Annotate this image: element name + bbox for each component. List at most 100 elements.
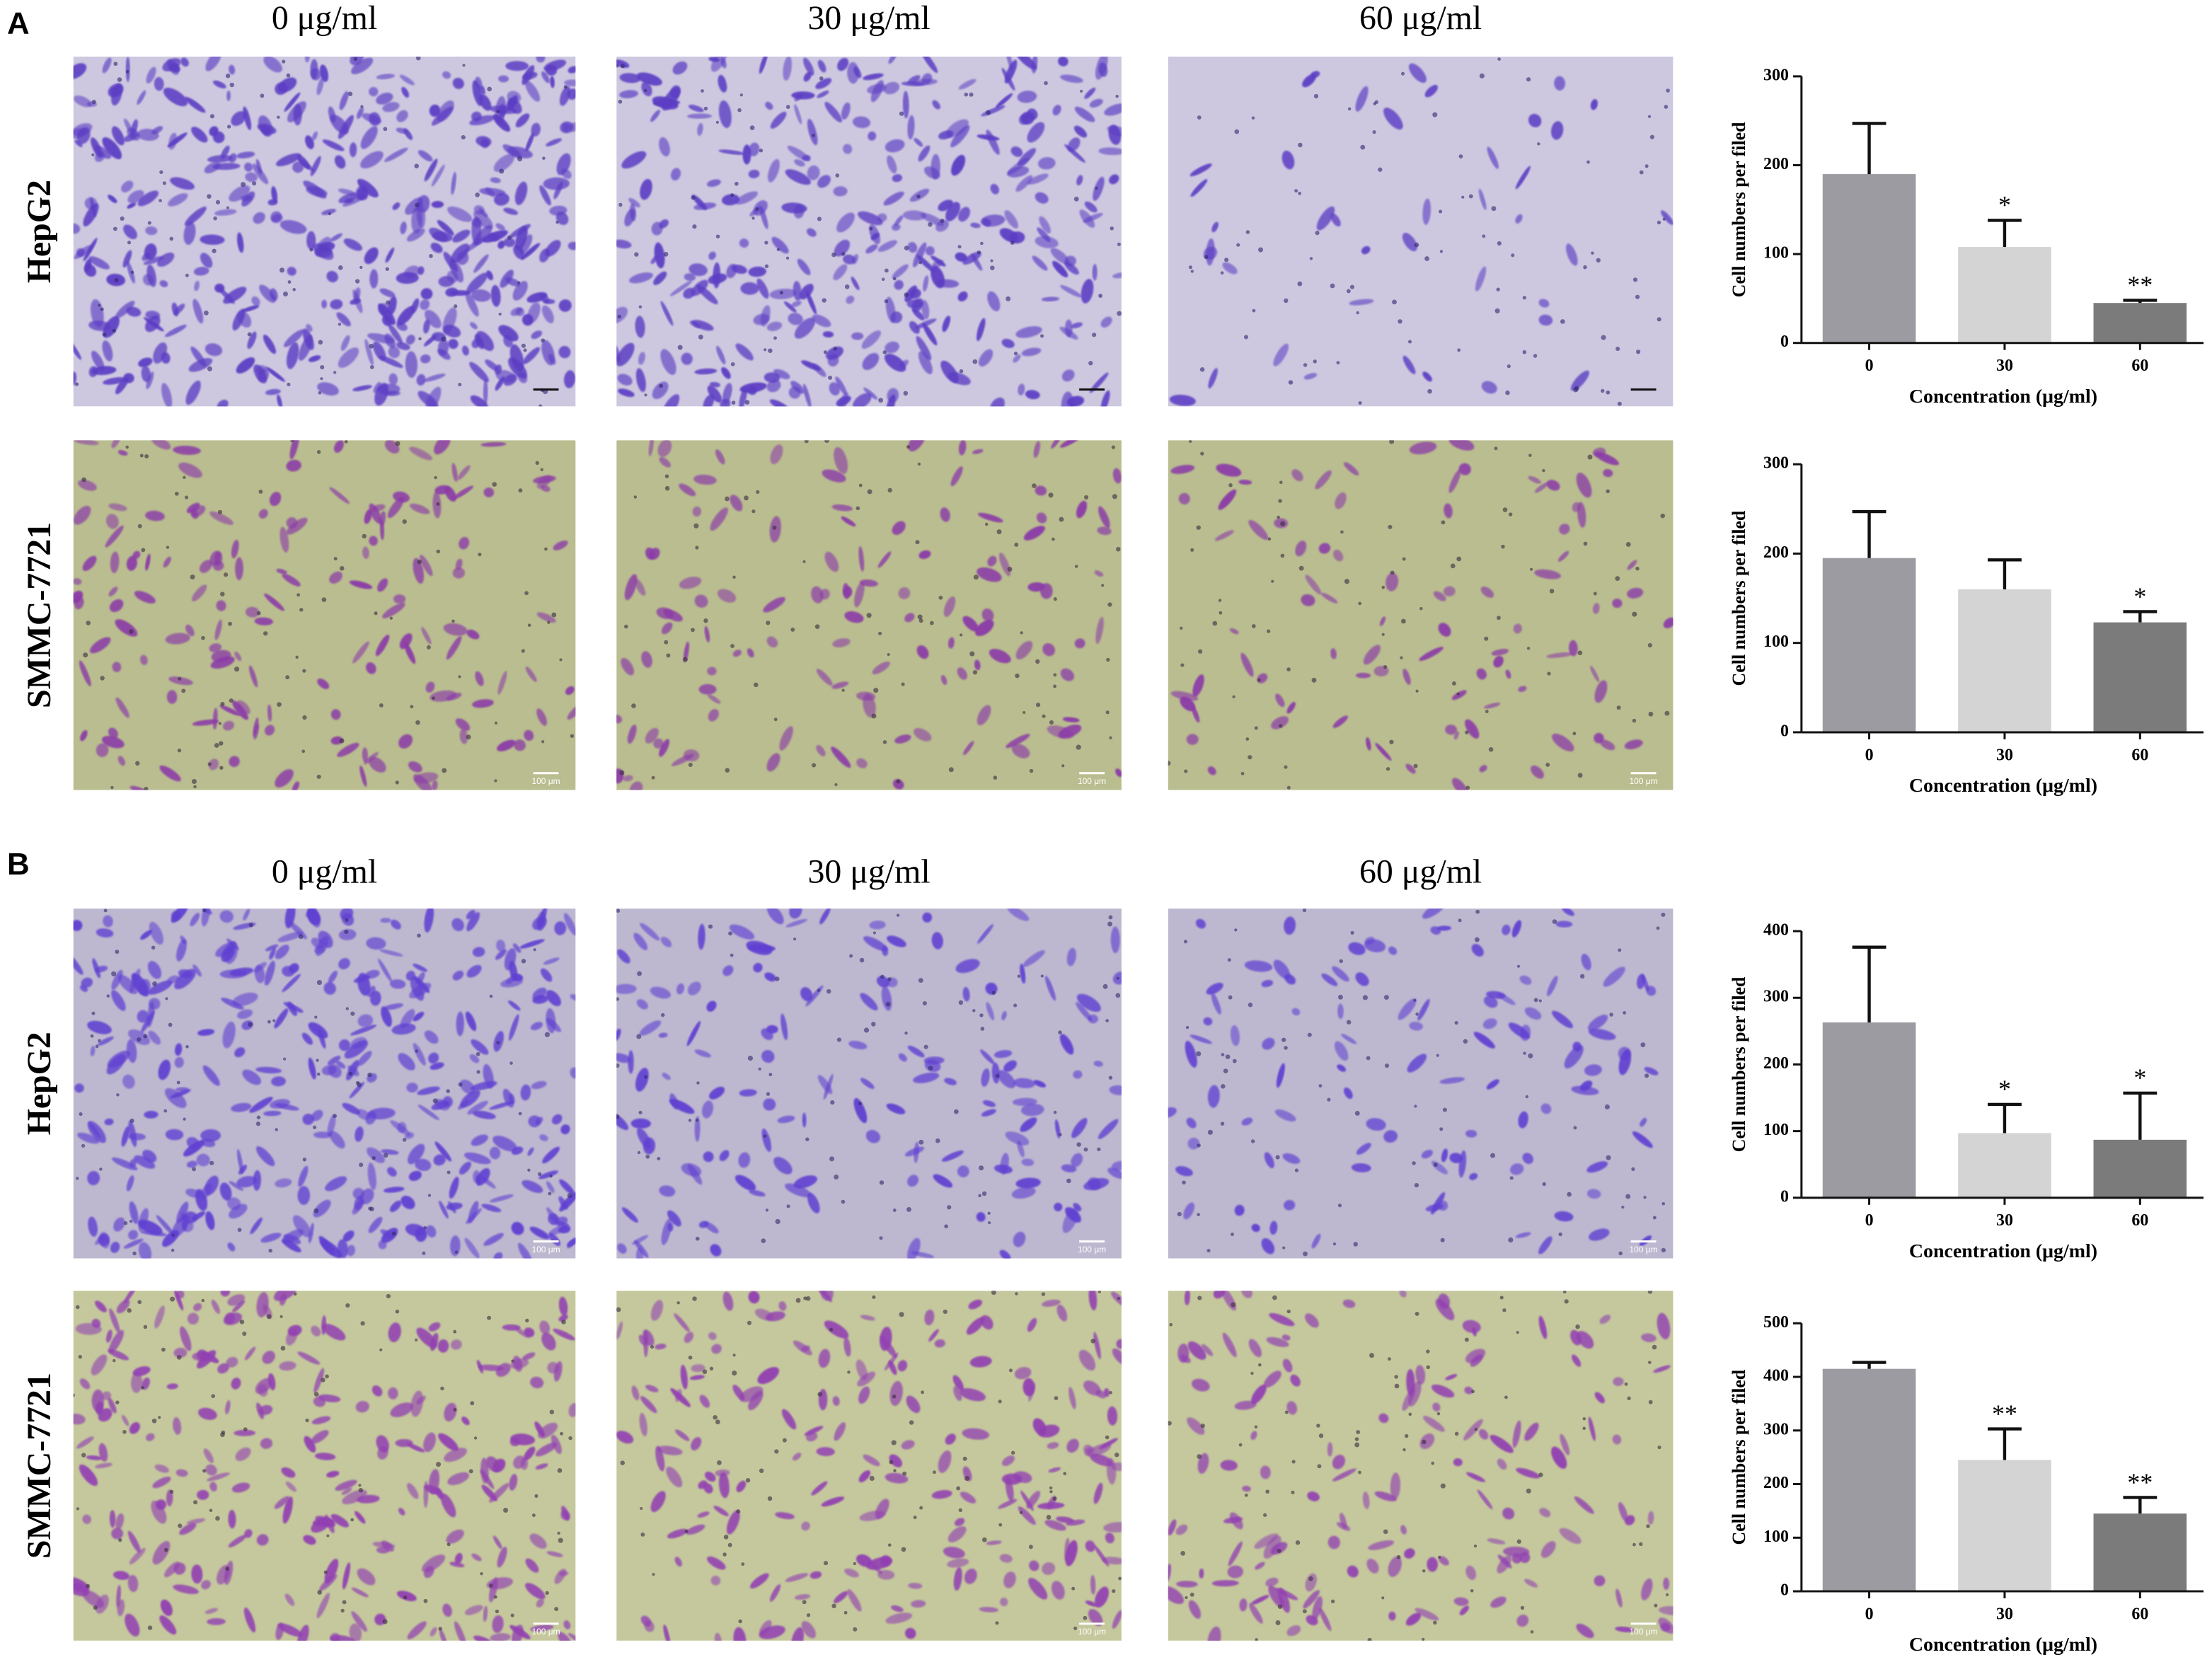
cell: [376, 92, 393, 105]
cell: [837, 57, 849, 71]
pore: [1265, 1489, 1270, 1494]
cell: [329, 487, 350, 504]
cell: [265, 367, 285, 382]
cell: [379, 511, 386, 526]
pore: [764, 241, 768, 245]
pore: [293, 1292, 297, 1296]
pore: [766, 1092, 771, 1096]
pore: [774, 1449, 779, 1454]
pore: [921, 1390, 925, 1395]
cell: [1170, 691, 1199, 701]
cell: [936, 279, 960, 288]
pore: [272, 1019, 276, 1022]
cell: [393, 594, 406, 604]
pore: [836, 1037, 842, 1042]
cell: [1213, 1291, 1226, 1299]
pore: [415, 1338, 418, 1341]
cell: [263, 57, 282, 73]
cell: [858, 211, 883, 226]
cell: [350, 298, 361, 305]
cell: [415, 1227, 427, 1242]
cell: [352, 641, 369, 664]
cell: [669, 280, 693, 296]
cell: [1482, 1018, 1497, 1029]
pore: [567, 1193, 572, 1199]
scale-label: 100 μm: [1630, 1627, 1658, 1637]
cell: [529, 1533, 547, 1549]
cell: [1321, 973, 1338, 986]
cell: [496, 940, 506, 952]
cell: [426, 1225, 437, 1237]
cell: [254, 617, 273, 625]
cell: [977, 318, 986, 341]
cell: [154, 1464, 169, 1473]
pore: [1526, 77, 1531, 82]
pore: [691, 195, 696, 200]
cell: [514, 226, 528, 250]
cell: [237, 311, 252, 328]
pore: [256, 611, 261, 616]
cell: [222, 720, 234, 731]
cell: [255, 158, 263, 175]
cell: [387, 1167, 397, 1177]
cell: [1332, 715, 1348, 728]
cell: [974, 659, 981, 671]
cell: [146, 1001, 154, 1027]
cell: [543, 957, 560, 965]
cell: [616, 983, 637, 994]
cell: [497, 671, 507, 695]
pore: [76, 1177, 79, 1180]
pore: [1041, 1292, 1046, 1296]
pore: [896, 779, 901, 784]
pore: [749, 125, 755, 130]
cell: [765, 101, 773, 110]
cell: [1366, 1558, 1379, 1574]
pore: [1311, 677, 1317, 683]
pore: [1390, 570, 1395, 575]
pore: [125, 70, 129, 74]
pore: [1497, 616, 1501, 621]
pore: [435, 1462, 442, 1467]
cell: [1445, 1374, 1458, 1380]
pore: [1014, 542, 1019, 547]
pore: [785, 105, 790, 109]
cell: [1175, 1166, 1193, 1177]
pore: [637, 1150, 641, 1155]
cell: [952, 1375, 964, 1391]
pore: [1564, 1299, 1569, 1304]
cell: [1027, 122, 1045, 143]
cell: [648, 440, 654, 456]
cell: [1603, 468, 1613, 478]
cell: [200, 234, 225, 246]
cell: [164, 1087, 187, 1109]
pore: [1277, 515, 1280, 519]
cell: [466, 912, 480, 932]
cell: [1505, 669, 1511, 679]
pore: [766, 621, 771, 625]
pore: [620, 1460, 625, 1465]
pore: [1632, 611, 1637, 617]
pore: [318, 391, 322, 395]
pore: [287, 382, 291, 386]
cell: [1270, 1542, 1288, 1555]
cell: [541, 1332, 556, 1351]
cell: [1615, 1588, 1623, 1608]
cell: [1004, 59, 1018, 84]
cell: [979, 349, 993, 367]
pore: [220, 1432, 225, 1438]
cell: [998, 1499, 1018, 1509]
cell: [525, 1583, 546, 1600]
pore: [866, 613, 872, 618]
pore: [692, 1296, 697, 1301]
cell: [302, 1114, 314, 1125]
cell: [824, 101, 842, 122]
cell: [1538, 299, 1550, 308]
pore: [715, 234, 720, 238]
cell: [1286, 1625, 1301, 1637]
pore: [75, 1305, 80, 1310]
cell: [425, 309, 442, 328]
cell: [390, 1402, 413, 1418]
cell: [342, 1489, 367, 1505]
cell: [783, 301, 797, 313]
cell: [296, 1625, 309, 1641]
